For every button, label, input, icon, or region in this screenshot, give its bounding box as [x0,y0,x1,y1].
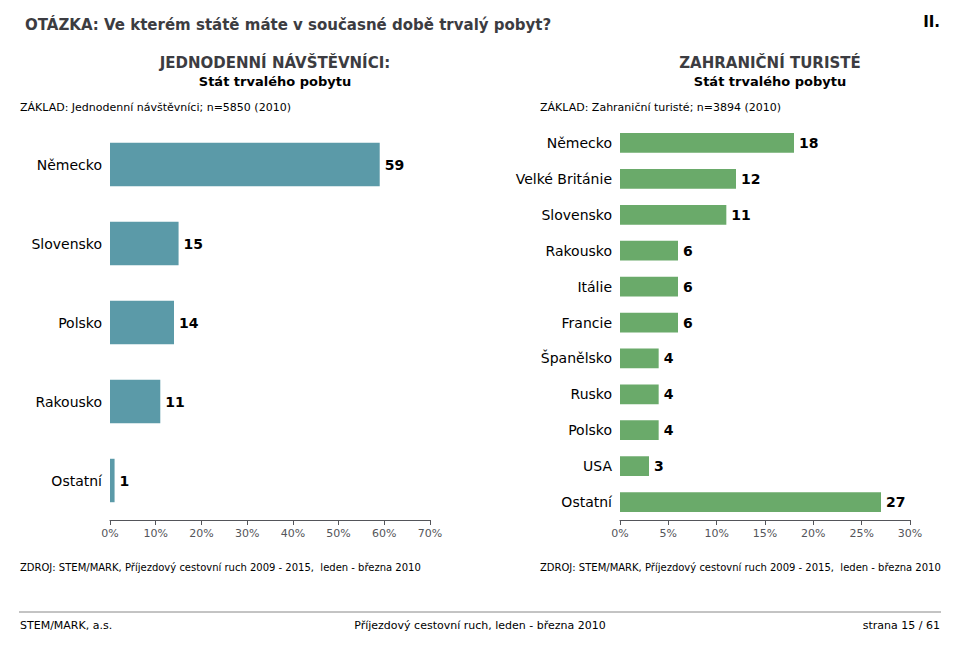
svg-text:25%: 25% [849,527,873,540]
svg-text:Stát trvalého pobytu: Stát trvalého pobytu [694,74,846,89]
svg-text:20%: 20% [189,527,213,540]
svg-text:STEM/MARK, a.s.: STEM/MARK, a.s. [20,619,112,632]
svg-text:Polsko: Polsko [568,422,612,438]
svg-text:Ostatní: Ostatní [561,494,613,510]
svg-text:Ostatní: Ostatní [51,473,103,489]
svg-text:Itálie: Itálie [577,279,612,295]
svg-text:Německo: Německo [37,157,102,173]
svg-text:10%: 10% [143,527,167,540]
svg-text:Příjezdový cestovní ruch, lede: Příjezdový cestovní ruch, leden - března… [354,619,606,632]
svg-text:0%: 0% [101,527,118,540]
svg-text:70%: 70% [418,527,442,540]
svg-text:4: 4 [664,350,674,366]
svg-text:20%: 20% [801,527,825,540]
svg-text:ZDROJ: STEM/MARK, Příjezdový c: ZDROJ: STEM/MARK, Příjezdový cestovní ru… [540,562,941,573]
svg-text:15: 15 [184,236,203,252]
svg-text:Francie: Francie [562,315,612,331]
svg-text:30%: 30% [898,527,922,540]
svg-text:4: 4 [664,422,674,438]
svg-text:USA: USA [583,458,612,474]
svg-text:Slovensko: Slovensko [541,207,612,223]
svg-text:11: 11 [165,394,184,410]
svg-text:ZAHRANIČNÍ TURISTÉ: ZAHRANIČNÍ TURISTÉ [679,53,861,72]
svg-text:3: 3 [654,458,664,474]
svg-text:Slovensko: Slovensko [31,236,102,252]
svg-text:Rakousko: Rakousko [35,394,102,410]
svg-text:14: 14 [179,315,199,331]
svg-text:6: 6 [683,243,693,259]
svg-text:4: 4 [664,386,674,402]
svg-text:50%: 50% [326,527,350,540]
svg-text:Rusko: Rusko [571,386,612,402]
svg-text:strana 15 / 61: strana 15 / 61 [863,619,940,632]
svg-text:6: 6 [683,279,693,295]
svg-text:Velké Británie: Velké Británie [516,171,612,187]
svg-text:60%: 60% [372,527,396,540]
svg-text:ZÁKLAD: Zahraniční turisté; n=: ZÁKLAD: Zahraniční turisté; n=3894 (2010… [540,101,781,114]
svg-text:Německo: Německo [547,135,612,151]
svg-text:1: 1 [120,473,130,489]
svg-text:11: 11 [731,207,750,223]
svg-text:10%: 10% [704,527,728,540]
svg-text:Polsko: Polsko [58,315,102,331]
svg-text:Rakousko: Rakousko [545,243,612,259]
svg-text:27: 27 [886,494,905,510]
svg-text:JEDNODENNÍ NÁVŠTĚVNÍCI:: JEDNODENNÍ NÁVŠTĚVNÍCI: [159,53,391,72]
svg-text:II.: II. [923,13,940,31]
svg-text:59: 59 [385,157,404,173]
svg-text:30%: 30% [235,527,259,540]
svg-text:OTÁZKA: Ve kterém státě máte v: OTÁZKA: Ve kterém státě máte v současné … [25,15,551,34]
svg-text:6: 6 [683,315,693,331]
svg-text:12: 12 [741,171,760,187]
svg-text:Stát trvalého pobytu: Stát trvalého pobytu [199,74,351,89]
svg-text:15%: 15% [753,527,777,540]
svg-text:Španělsko: Španělsko [541,349,612,366]
svg-text:ZDROJ: STEM/MARK, Příjezdový c: ZDROJ: STEM/MARK, Příjezdový cestovní ru… [20,562,421,573]
svg-text:5%: 5% [660,527,677,540]
svg-text:ZÁKLAD: Jednodenní návštěvníci: ZÁKLAD: Jednodenní návštěvníci; n=5850 (… [20,101,291,114]
svg-text:40%: 40% [281,527,305,540]
svg-text:0%: 0% [611,527,628,540]
svg-text:18: 18 [799,135,818,151]
